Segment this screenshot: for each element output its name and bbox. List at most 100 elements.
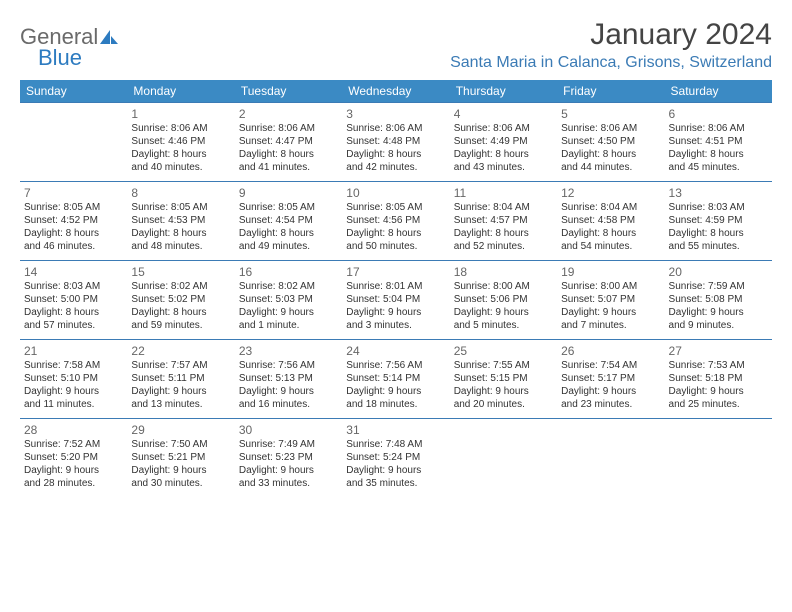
header: General Blue January 2024 Santa Maria in… <box>20 18 772 72</box>
sunrise-text: Sunrise: 8:00 AM <box>561 280 660 293</box>
calendar-cell <box>665 419 772 498</box>
sunset-text: Sunset: 4:54 PM <box>239 214 338 227</box>
sunset-text: Sunset: 5:18 PM <box>669 372 768 385</box>
day-number: 24 <box>346 342 445 359</box>
day-number: 21 <box>24 342 123 359</box>
sunrise-text: Sunrise: 8:04 AM <box>561 201 660 214</box>
day-number: 14 <box>24 263 123 280</box>
daylight-text: Daylight: 8 hours <box>24 227 123 240</box>
calendar-cell: 23Sunrise: 7:56 AMSunset: 5:13 PMDayligh… <box>235 340 342 419</box>
daylight-text: Daylight: 9 hours <box>239 385 338 398</box>
daylight-text: and 54 minutes. <box>561 240 660 253</box>
sunset-text: Sunset: 4:50 PM <box>561 135 660 148</box>
daylight-text: Daylight: 8 hours <box>131 306 230 319</box>
sunset-text: Sunset: 5:17 PM <box>561 372 660 385</box>
sunrise-text: Sunrise: 7:57 AM <box>131 359 230 372</box>
daylight-text: Daylight: 8 hours <box>239 227 338 240</box>
sunset-text: Sunset: 4:53 PM <box>131 214 230 227</box>
daylight-text: and 35 minutes. <box>346 477 445 490</box>
daylight-text: Daylight: 9 hours <box>454 385 553 398</box>
sunrise-text: Sunrise: 8:04 AM <box>454 201 553 214</box>
daylight-text: Daylight: 9 hours <box>346 385 445 398</box>
day-number: 8 <box>131 184 230 201</box>
daylight-text: Daylight: 9 hours <box>454 306 553 319</box>
sunrise-text: Sunrise: 8:00 AM <box>454 280 553 293</box>
day-number: 16 <box>239 263 338 280</box>
day-number: 29 <box>131 421 230 438</box>
sunrise-text: Sunrise: 7:55 AM <box>454 359 553 372</box>
sunrise-text: Sunrise: 7:59 AM <box>669 280 768 293</box>
title-block: January 2024 Santa Maria in Calanca, Gri… <box>450 18 772 72</box>
calendar-table: Sunday Monday Tuesday Wednesday Thursday… <box>20 80 772 497</box>
day-header-row: Sunday Monday Tuesday Wednesday Thursday… <box>20 80 772 103</box>
day-number: 11 <box>454 184 553 201</box>
calendar-cell: 22Sunrise: 7:57 AMSunset: 5:11 PMDayligh… <box>127 340 234 419</box>
sunset-text: Sunset: 4:46 PM <box>131 135 230 148</box>
sunrise-text: Sunrise: 8:03 AM <box>24 280 123 293</box>
calendar-row: 28Sunrise: 7:52 AMSunset: 5:20 PMDayligh… <box>20 419 772 498</box>
day-number: 13 <box>669 184 768 201</box>
sunset-text: Sunset: 5:08 PM <box>669 293 768 306</box>
daylight-text: Daylight: 9 hours <box>346 464 445 477</box>
sunrise-text: Sunrise: 7:52 AM <box>24 438 123 451</box>
day-number: 28 <box>24 421 123 438</box>
calendar-cell: 4Sunrise: 8:06 AMSunset: 4:49 PMDaylight… <box>450 103 557 182</box>
daylight-text: and 48 minutes. <box>131 240 230 253</box>
sunrise-text: Sunrise: 8:06 AM <box>131 122 230 135</box>
calendar-cell: 27Sunrise: 7:53 AMSunset: 5:18 PMDayligh… <box>665 340 772 419</box>
calendar-row: 1Sunrise: 8:06 AMSunset: 4:46 PMDaylight… <box>20 103 772 182</box>
daylight-text: and 50 minutes. <box>346 240 445 253</box>
daylight-text: Daylight: 9 hours <box>131 464 230 477</box>
calendar-cell: 8Sunrise: 8:05 AMSunset: 4:53 PMDaylight… <box>127 182 234 261</box>
day-number: 30 <box>239 421 338 438</box>
day-number: 6 <box>669 105 768 122</box>
day-header: Monday <box>127 80 234 103</box>
sunset-text: Sunset: 4:58 PM <box>561 214 660 227</box>
sunset-text: Sunset: 5:20 PM <box>24 451 123 464</box>
sunrise-text: Sunrise: 8:05 AM <box>239 201 338 214</box>
daylight-text: and 7 minutes. <box>561 319 660 332</box>
day-number: 22 <box>131 342 230 359</box>
day-number: 20 <box>669 263 768 280</box>
calendar-cell: 6Sunrise: 8:06 AMSunset: 4:51 PMDaylight… <box>665 103 772 182</box>
daylight-text: and 52 minutes. <box>454 240 553 253</box>
day-number: 18 <box>454 263 553 280</box>
sunset-text: Sunset: 4:52 PM <box>24 214 123 227</box>
sunset-text: Sunset: 5:00 PM <box>24 293 123 306</box>
day-number: 3 <box>346 105 445 122</box>
daylight-text: and 25 minutes. <box>669 398 768 411</box>
daylight-text: Daylight: 8 hours <box>454 227 553 240</box>
day-number: 23 <box>239 342 338 359</box>
sunset-text: Sunset: 5:15 PM <box>454 372 553 385</box>
daylight-text: and 42 minutes. <box>346 161 445 174</box>
calendar-cell: 15Sunrise: 8:02 AMSunset: 5:02 PMDayligh… <box>127 261 234 340</box>
sunrise-text: Sunrise: 8:05 AM <box>24 201 123 214</box>
sunrise-text: Sunrise: 8:06 AM <box>669 122 768 135</box>
daylight-text: Daylight: 9 hours <box>24 464 123 477</box>
daylight-text: Daylight: 8 hours <box>346 227 445 240</box>
sunset-text: Sunset: 4:59 PM <box>669 214 768 227</box>
day-number: 9 <box>239 184 338 201</box>
daylight-text: and 59 minutes. <box>131 319 230 332</box>
day-header: Wednesday <box>342 80 449 103</box>
calendar-cell <box>450 419 557 498</box>
calendar-cell: 28Sunrise: 7:52 AMSunset: 5:20 PMDayligh… <box>20 419 127 498</box>
calendar-cell: 17Sunrise: 8:01 AMSunset: 5:04 PMDayligh… <box>342 261 449 340</box>
daylight-text: and 45 minutes. <box>669 161 768 174</box>
calendar-cell: 9Sunrise: 8:05 AMSunset: 4:54 PMDaylight… <box>235 182 342 261</box>
sunrise-text: Sunrise: 7:54 AM <box>561 359 660 372</box>
sunset-text: Sunset: 4:49 PM <box>454 135 553 148</box>
daylight-text: and 44 minutes. <box>561 161 660 174</box>
sunset-text: Sunset: 5:10 PM <box>24 372 123 385</box>
daylight-text: and 49 minutes. <box>239 240 338 253</box>
calendar-cell: 25Sunrise: 7:55 AMSunset: 5:15 PMDayligh… <box>450 340 557 419</box>
sunset-text: Sunset: 5:04 PM <box>346 293 445 306</box>
day-header: Friday <box>557 80 664 103</box>
daylight-text: and 57 minutes. <box>24 319 123 332</box>
daylight-text: and 11 minutes. <box>24 398 123 411</box>
sunrise-text: Sunrise: 8:02 AM <box>131 280 230 293</box>
day-number: 27 <box>669 342 768 359</box>
calendar-cell: 20Sunrise: 7:59 AMSunset: 5:08 PMDayligh… <box>665 261 772 340</box>
daylight-text: and 23 minutes. <box>561 398 660 411</box>
day-number: 25 <box>454 342 553 359</box>
